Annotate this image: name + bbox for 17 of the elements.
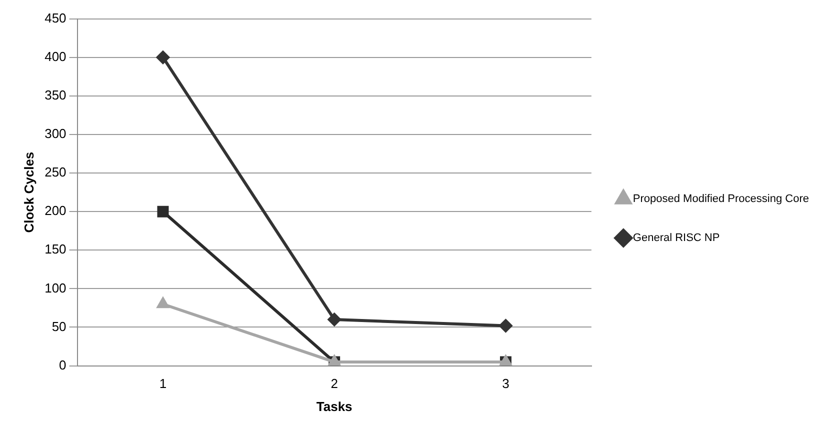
y-tick-label: 250 <box>44 164 66 180</box>
y-tick-label: 50 <box>52 318 66 334</box>
y-tick-label: 350 <box>44 87 66 102</box>
x-tick-label: 3 <box>502 376 510 392</box>
y-tick-label: 100 <box>44 280 66 296</box>
y-tick-label: 300 <box>44 126 66 142</box>
x-tick-label: 2 <box>330 376 338 392</box>
legend-label: General RISC NP <box>632 232 720 244</box>
y-axis-title: Clock Cycles <box>21 152 36 233</box>
y-tick-label: 200 <box>44 203 66 218</box>
y-tick-label: 150 <box>44 242 66 257</box>
x-tick-label: 1 <box>159 376 167 392</box>
y-tick-label: 400 <box>44 48 66 64</box>
x-axis-title: Tasks <box>316 398 352 414</box>
y-tick-label: 450 <box>44 10 66 26</box>
y-tick-label: 0 <box>59 357 66 372</box>
legend-label: Proposed Modified Processing Core <box>632 193 809 206</box>
